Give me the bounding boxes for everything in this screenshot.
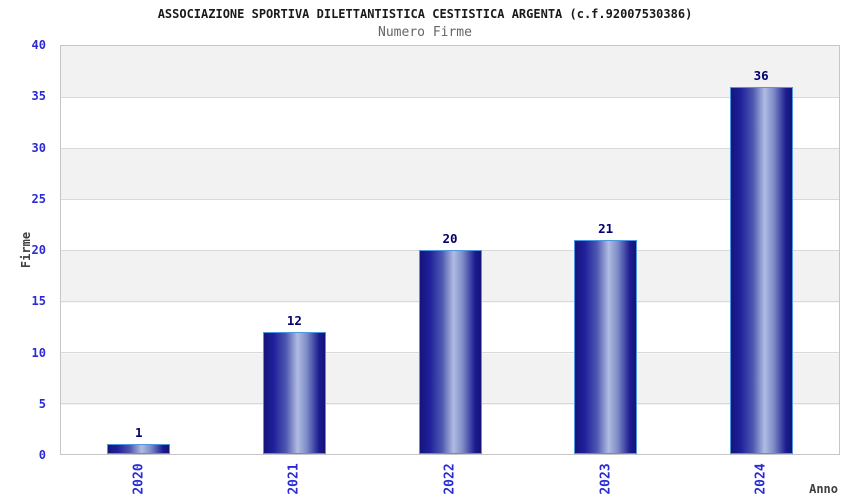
bar-value-label: 36 <box>753 67 769 83</box>
y-tick-label: 20 <box>31 243 46 257</box>
bar-2024 <box>729 86 793 454</box>
y-tick-label: 40 <box>31 38 46 52</box>
gridline <box>61 148 839 149</box>
x-tick-label: 2020 <box>131 463 147 495</box>
bar-value-label: 12 <box>286 312 302 328</box>
y-tick-label: 5 <box>38 396 46 411</box>
chart-title: ASSOCIAZIONE SPORTIVA DILETTANTISTICA CE… <box>157 7 693 21</box>
y-tick-label: 0 <box>38 448 46 462</box>
y-tick-label: 15 <box>31 294 46 309</box>
y-tick-label: 30 <box>31 140 46 155</box>
gridline <box>61 199 839 200</box>
chart-subtitle: Numero Firme <box>378 25 472 40</box>
y-tick-label: 35 <box>31 89 46 104</box>
bar-2022 <box>418 250 482 454</box>
y-tick-label: 25 <box>31 191 46 206</box>
x-axis-tick-labels: 2020 2021 2022 2023 2024 <box>60 455 840 500</box>
bar-2021 <box>262 331 326 454</box>
bar-value-label: 20 <box>442 231 458 246</box>
x-tick-label: 2022 <box>442 463 458 495</box>
y-tick-label: 10 <box>31 345 46 360</box>
bar-2020 <box>107 443 171 454</box>
bar-2023 <box>574 239 638 454</box>
bar-value-label: 21 <box>598 220 614 236</box>
x-tick-label: 2023 <box>598 463 614 495</box>
y-axis-tick-labels: 0 5 10 15 20 25 30 35 40 <box>0 38 46 462</box>
bar-value-label: 1 <box>135 424 143 440</box>
gridline <box>61 97 839 98</box>
plot-area: 1 12 20 21 36 <box>60 45 840 455</box>
x-tick-label: 2024 <box>753 463 769 495</box>
x-axis-title: Anno <box>809 482 838 496</box>
x-tick-label: 2021 <box>286 463 302 495</box>
